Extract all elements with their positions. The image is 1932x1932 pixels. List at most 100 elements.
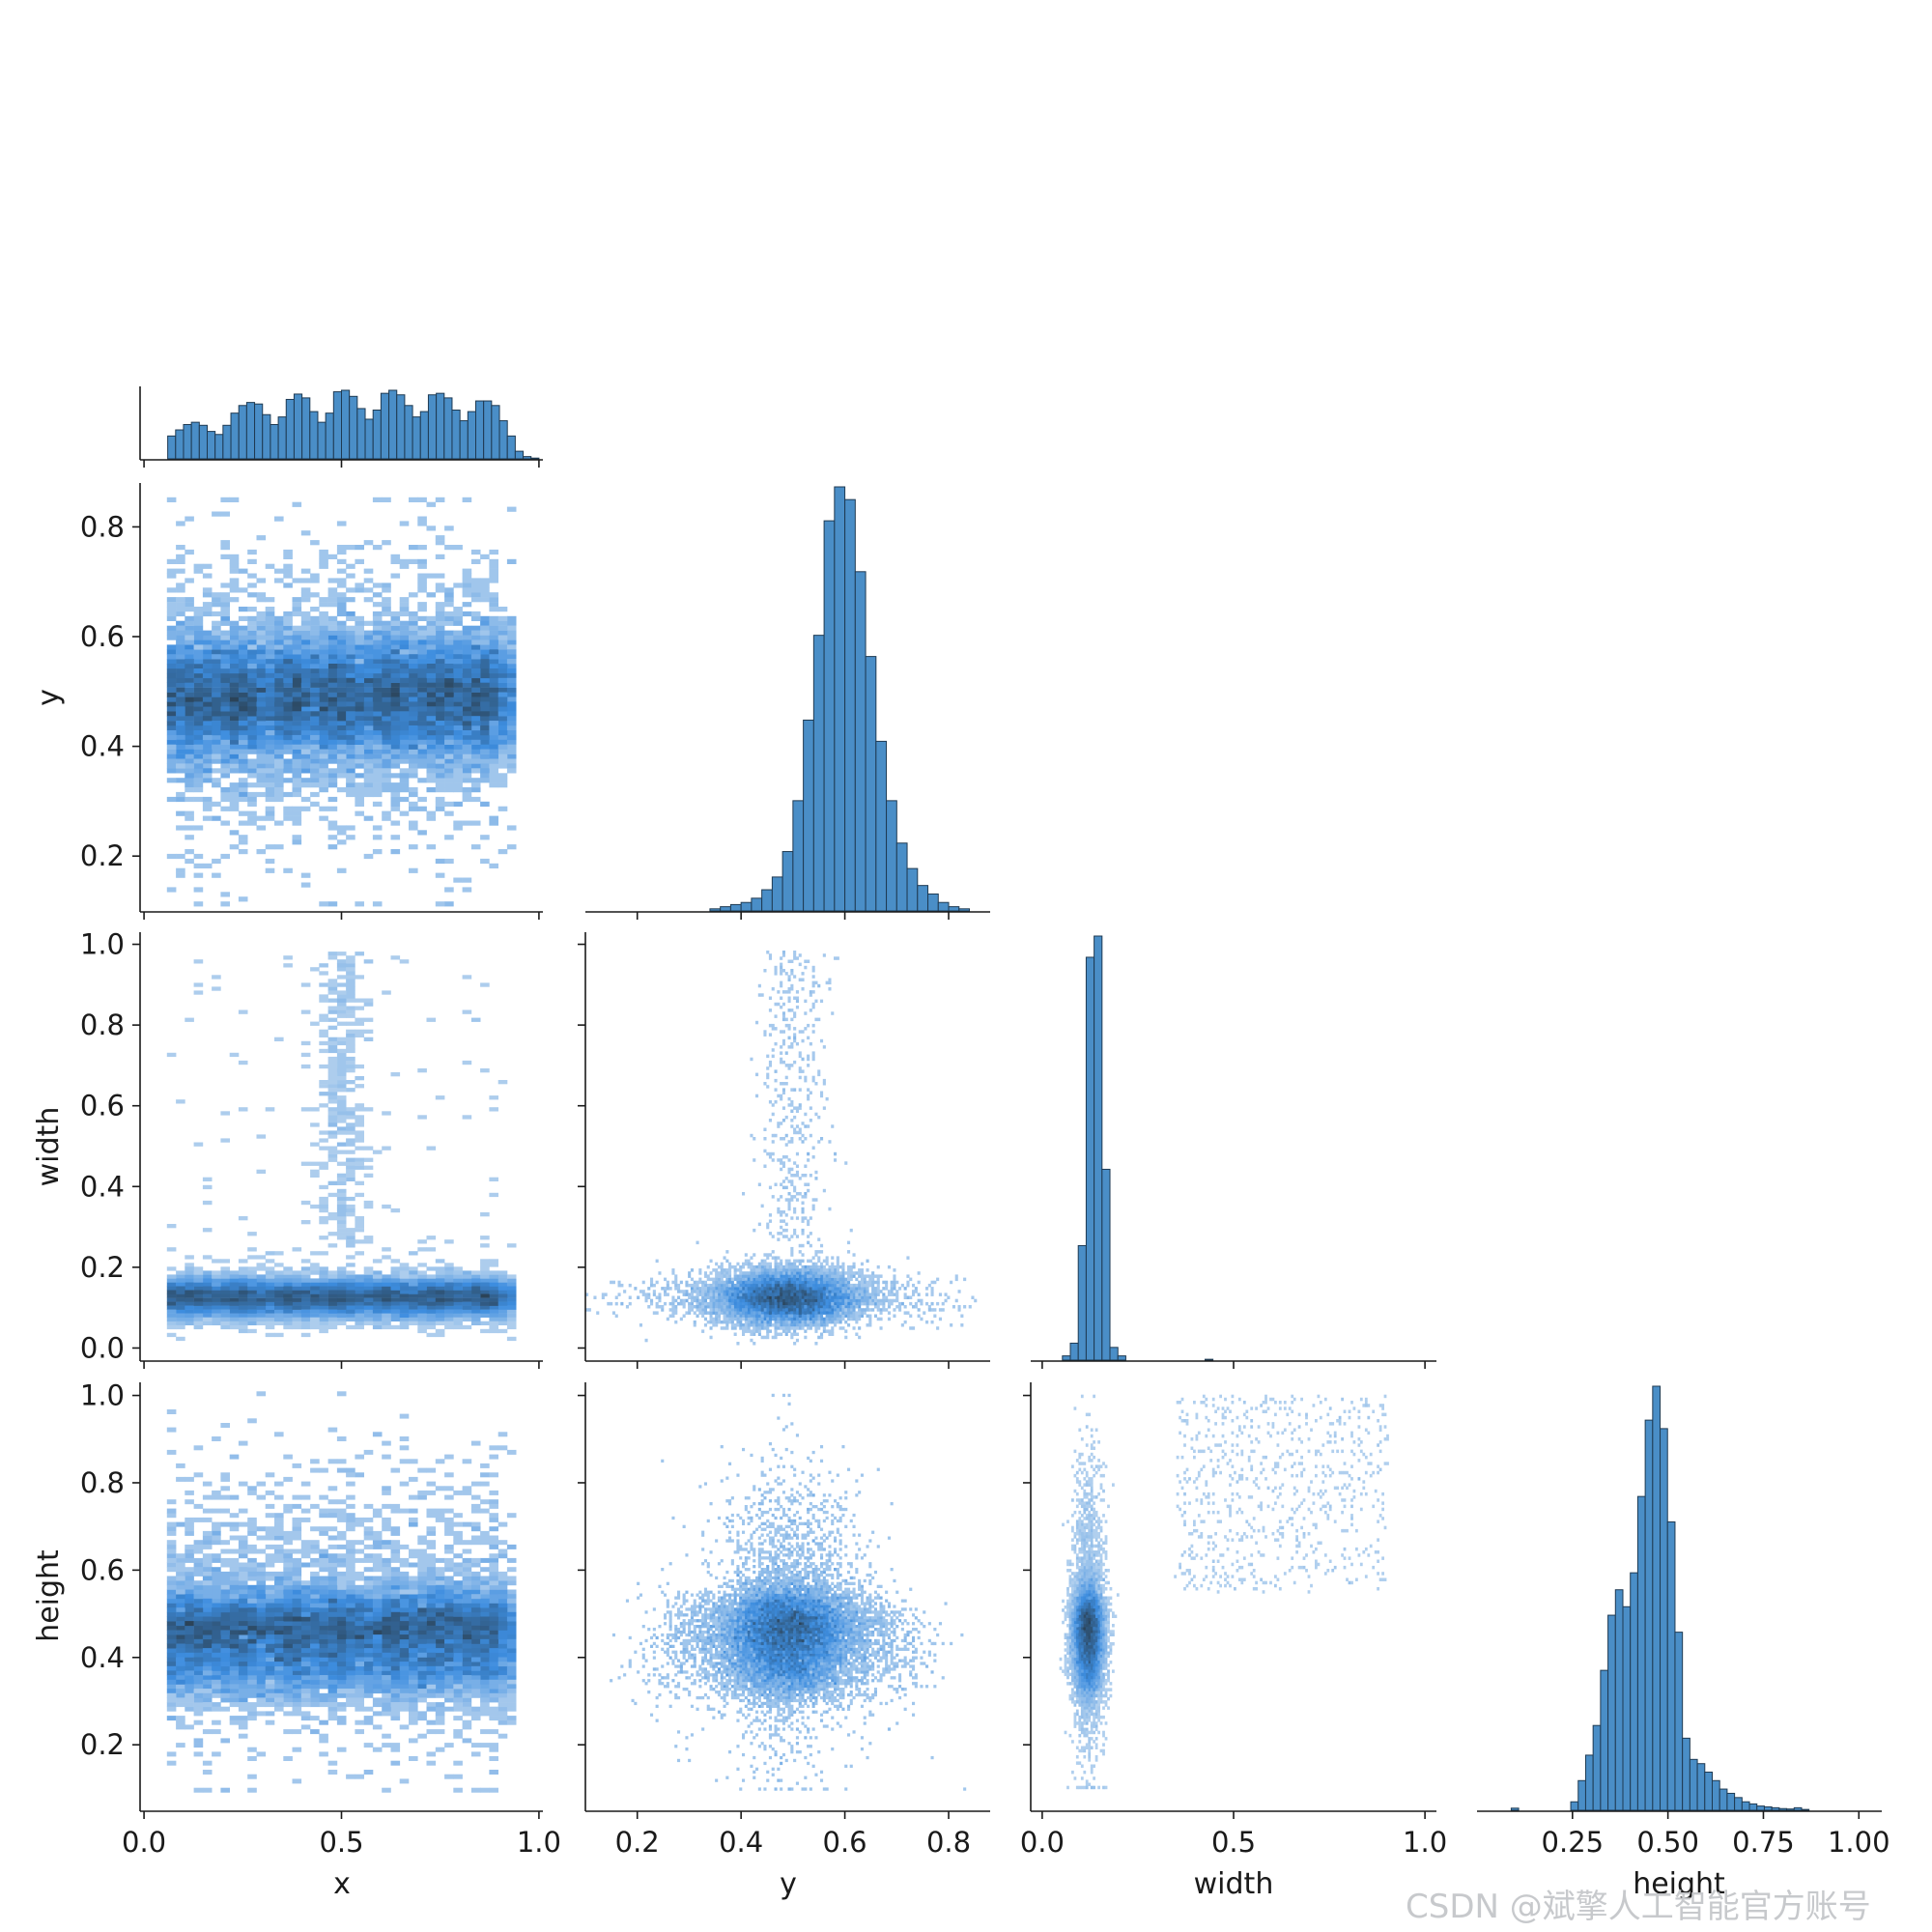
density-cell bbox=[346, 1278, 355, 1283]
density-cell bbox=[166, 1706, 177, 1712]
density-cell bbox=[390, 1652, 401, 1658]
density-cell bbox=[506, 1290, 517, 1294]
density-cell bbox=[382, 1589, 391, 1595]
density-cell bbox=[372, 1290, 383, 1294]
density-cell bbox=[363, 701, 374, 707]
density-cell bbox=[346, 1064, 355, 1069]
density-cell bbox=[166, 1576, 177, 1581]
density-cell bbox=[426, 1526, 437, 1532]
density-cell bbox=[256, 1702, 267, 1708]
density-cell bbox=[310, 1301, 320, 1306]
density-cell bbox=[382, 744, 391, 750]
density-cell bbox=[300, 1562, 311, 1568]
density-cell bbox=[300, 1064, 311, 1069]
density-cell bbox=[327, 1297, 338, 1302]
density-cell bbox=[363, 739, 374, 745]
density-cell bbox=[435, 872, 445, 878]
density-cell bbox=[327, 955, 338, 960]
density-cell bbox=[256, 1301, 267, 1306]
density-cell bbox=[399, 739, 410, 745]
density-cell bbox=[382, 773, 391, 779]
density-cell bbox=[936, 1277, 940, 1282]
density-cell bbox=[265, 692, 275, 697]
density-cell bbox=[319, 782, 328, 788]
density-cell bbox=[336, 1594, 347, 1600]
density-cell bbox=[319, 611, 328, 617]
density-cell bbox=[274, 677, 284, 683]
density-cell bbox=[444, 664, 454, 669]
density-cell bbox=[319, 725, 328, 731]
density-cell bbox=[355, 1607, 364, 1613]
density-cell bbox=[355, 615, 364, 621]
density-cell bbox=[220, 654, 230, 660]
density-cell bbox=[390, 1607, 401, 1613]
density-cell bbox=[319, 815, 328, 821]
density-cell bbox=[336, 1088, 347, 1093]
density-cell bbox=[166, 1286, 177, 1291]
density-cell bbox=[506, 1662, 517, 1667]
density-cell bbox=[480, 1282, 490, 1287]
density-cell bbox=[372, 721, 383, 726]
density-cell bbox=[382, 1657, 391, 1662]
density-cell bbox=[310, 773, 320, 779]
density-cell bbox=[265, 682, 275, 688]
density-cell bbox=[435, 773, 445, 779]
density-cell bbox=[310, 672, 320, 679]
density-cell bbox=[212, 1719, 221, 1725]
density-cell bbox=[319, 554, 328, 559]
density-cell bbox=[274, 659, 284, 665]
density-cell bbox=[355, 659, 364, 665]
density-cell bbox=[355, 734, 364, 741]
density-cell bbox=[811, 1030, 815, 1034]
density-cell bbox=[497, 1652, 508, 1658]
density-cell bbox=[346, 1567, 355, 1573]
density-cell bbox=[220, 711, 230, 717]
density-cell bbox=[444, 721, 454, 726]
density-cell bbox=[300, 1290, 311, 1294]
density-cell bbox=[399, 668, 410, 674]
density-cell bbox=[462, 602, 472, 608]
density-cell bbox=[292, 721, 302, 726]
density-cell bbox=[212, 1530, 221, 1536]
density-cell bbox=[736, 1308, 740, 1312]
density-cell bbox=[346, 1236, 355, 1240]
density-cell bbox=[166, 1702, 177, 1708]
density-cell bbox=[506, 739, 517, 745]
density-cell bbox=[417, 578, 427, 583]
density-cell bbox=[372, 768, 383, 774]
density-cell bbox=[319, 672, 328, 679]
density-cell bbox=[193, 687, 204, 693]
density-cell bbox=[781, 1311, 785, 1315]
density-cell bbox=[435, 1584, 445, 1590]
density-cell bbox=[212, 1436, 221, 1441]
density-cell bbox=[355, 687, 364, 693]
density-cell bbox=[382, 682, 391, 688]
density-cell bbox=[444, 1557, 454, 1563]
density-cell bbox=[497, 1697, 508, 1703]
density-cell bbox=[185, 1317, 194, 1321]
density-cell bbox=[256, 611, 267, 617]
density-cell bbox=[363, 1706, 374, 1712]
density-cell bbox=[300, 1009, 311, 1014]
density-cell bbox=[506, 692, 517, 697]
density-cell bbox=[336, 1508, 347, 1514]
density-cell bbox=[265, 1535, 275, 1541]
density-cell bbox=[399, 1643, 410, 1649]
density-cell bbox=[283, 1286, 293, 1291]
density-cell bbox=[166, 1684, 177, 1690]
density-cell bbox=[220, 620, 230, 626]
density-cell bbox=[363, 1517, 374, 1522]
density-cell bbox=[382, 1324, 391, 1330]
density-cell bbox=[489, 1621, 498, 1627]
density-cell bbox=[202, 1580, 213, 1586]
density-cell bbox=[176, 1743, 185, 1748]
density-cell bbox=[462, 1638, 472, 1644]
density-cell bbox=[319, 778, 328, 783]
density-cell bbox=[355, 1161, 364, 1166]
density-cell bbox=[363, 1648, 374, 1654]
density-cell bbox=[256, 1313, 267, 1318]
density-cell bbox=[399, 664, 410, 669]
density-cell bbox=[409, 1301, 418, 1306]
density-cell bbox=[212, 1630, 221, 1635]
density-cell bbox=[336, 625, 347, 631]
